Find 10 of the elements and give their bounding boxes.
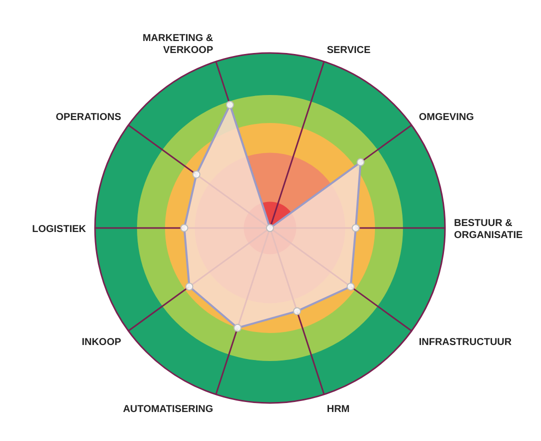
spoke-label: INKOOP [82, 337, 122, 348]
spoke-label: MARKETING & VERKOOP [142, 33, 214, 56]
spoke-label: OPERATIONS [56, 112, 122, 123]
spoke-label: LOGISTIEK [32, 224, 87, 235]
spoke-label: BESTUUR & ORGANISATIE [454, 218, 524, 241]
spoke-label: AUTOMATISERING [122, 404, 214, 415]
spoke-label: OMGEVING [418, 112, 474, 123]
spoke-label: INFRASTRUCTUUR [418, 337, 512, 348]
spoke-label: HRM [326, 404, 350, 415]
spoke-label: SERVICE [326, 45, 371, 56]
